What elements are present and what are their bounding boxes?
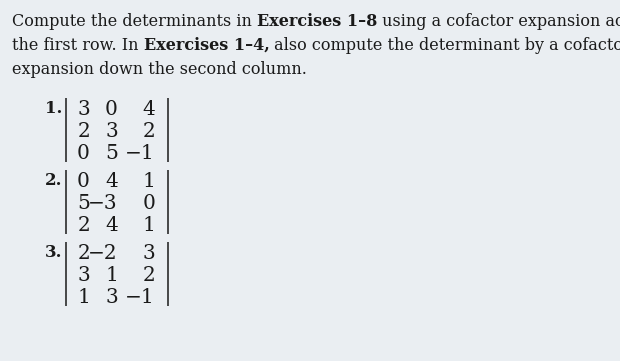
Text: 2: 2 — [78, 244, 90, 263]
Text: 2: 2 — [78, 216, 90, 235]
Text: 5: 5 — [77, 194, 90, 213]
Text: −3: −3 — [89, 194, 118, 213]
Text: 2: 2 — [142, 266, 155, 285]
Text: 2.: 2. — [45, 172, 62, 189]
Text: Exercises 1–8: Exercises 1–8 — [257, 13, 378, 30]
Text: Compute the determinants in: Compute the determinants in — [12, 13, 257, 30]
Text: 5: 5 — [105, 144, 118, 163]
Text: 3: 3 — [78, 266, 90, 285]
Text: 1.: 1. — [45, 100, 62, 117]
Text: 3: 3 — [142, 244, 155, 263]
Text: 4: 4 — [105, 172, 118, 191]
Text: 3: 3 — [105, 288, 118, 307]
Text: 1: 1 — [105, 266, 118, 285]
Text: 2: 2 — [78, 122, 90, 141]
Text: expansion down the second column.: expansion down the second column. — [12, 61, 307, 78]
Text: 1: 1 — [142, 216, 155, 235]
Text: using a cofactor expansion across: using a cofactor expansion across — [378, 13, 620, 30]
Text: −1: −1 — [125, 144, 155, 163]
Text: 4: 4 — [142, 100, 155, 119]
Text: 3: 3 — [78, 100, 90, 119]
Text: 0: 0 — [77, 172, 90, 191]
Text: Exercises 1–4,: Exercises 1–4, — [144, 37, 269, 54]
Text: 4: 4 — [105, 216, 118, 235]
Text: the first row. In: the first row. In — [12, 37, 144, 54]
Text: also compute the determinant by a cofactor: also compute the determinant by a cofact… — [269, 37, 620, 54]
Text: 2: 2 — [142, 122, 155, 141]
Text: 3.: 3. — [45, 244, 62, 261]
Text: 0: 0 — [105, 100, 118, 119]
Text: −1: −1 — [125, 288, 155, 307]
Text: 3: 3 — [105, 122, 118, 141]
Text: 1: 1 — [77, 288, 90, 307]
Text: 0: 0 — [142, 194, 155, 213]
Text: 0: 0 — [77, 144, 90, 163]
Text: −2: −2 — [89, 244, 118, 263]
Text: 1: 1 — [142, 172, 155, 191]
